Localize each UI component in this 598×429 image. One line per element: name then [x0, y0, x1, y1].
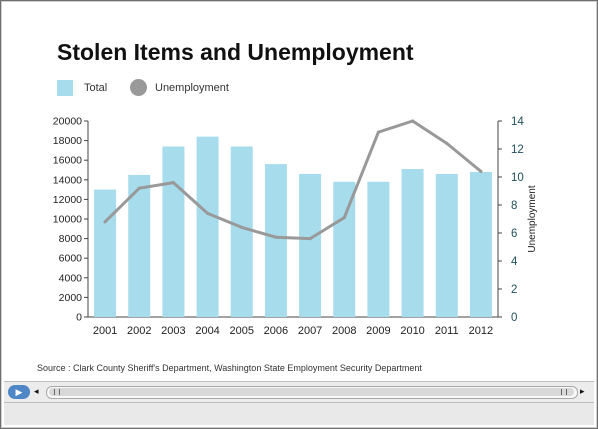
- legend-swatch-total: [57, 80, 73, 96]
- bar-total-2011: [435, 173, 458, 317]
- point-unemployment-2006: [274, 235, 278, 239]
- play-button[interactable]: ▶: [8, 385, 30, 399]
- point-unemployment-2012: [479, 169, 483, 173]
- scroll-left-arrow-icon[interactable]: ◂: [34, 386, 39, 396]
- chart-plot: 0 2000 4000 6000 8000 10000 12000 14000 16000 180…: [53, 116, 538, 338]
- bar-total-2012: [469, 171, 492, 317]
- bar-total-2009: [367, 181, 390, 317]
- bar-total-2010: [401, 169, 424, 317]
- point-unemployment-2011: [445, 141, 449, 145]
- chart-source: Source : Clark County Sheriff's Departme…: [37, 363, 422, 373]
- y-right-axis-title: Unemployment: [527, 185, 538, 252]
- point-unemployment-2001: [103, 220, 107, 224]
- x-tick-label-2006: 2006: [264, 325, 288, 337]
- x-tick-label-2007: 2007: [298, 325, 322, 337]
- y-right-tick-label: 2: [511, 284, 517, 296]
- bar-total-2001: [94, 189, 117, 317]
- x-tick-label-2004: 2004: [195, 325, 219, 337]
- y-right-tick-label: 6: [511, 228, 517, 240]
- y-right-tick-label: 14: [511, 116, 524, 128]
- point-unemployment-2003: [171, 181, 176, 185]
- chart-title: Stolen Items and Unemployment: [57, 39, 414, 65]
- bar-total-2007: [299, 173, 322, 317]
- x-tick-label-2008: 2008: [332, 325, 356, 337]
- x-tick-label-2012: 2012: [469, 325, 493, 337]
- y-left-tick-label: 8000: [59, 233, 83, 245]
- point-unemployment-2005: [240, 225, 244, 229]
- x-tick-label-2002: 2002: [127, 325, 151, 337]
- y-left-tick-label: 2000: [59, 292, 83, 304]
- y-left-tick-label: 10000: [53, 214, 82, 226]
- legend-dot-unemployment: [130, 79, 147, 96]
- x-tick-label-2005: 2005: [230, 325, 254, 337]
- scroll-right-arrow-icon[interactable]: ▸: [580, 386, 585, 396]
- point-unemployment-2008: [342, 216, 346, 220]
- play-icon: ▶: [15, 387, 23, 397]
- y-right-tick-label: 4: [511, 256, 518, 268]
- point-unemployment-2009: [376, 130, 381, 134]
- footer-bar: [4, 403, 594, 425]
- bar-total-2004: [196, 136, 219, 317]
- point-unemployment-2007: [308, 237, 312, 241]
- y-right-tick-label: 12: [511, 144, 524, 156]
- x-tick-label-2011: 2011: [435, 325, 459, 337]
- y-right-tick-label: 0: [511, 312, 517, 324]
- bar-total-2003: [162, 146, 185, 317]
- y-left-tick-label: 14000: [53, 174, 82, 186]
- legend-label-unemployment: Unemployment: [155, 82, 229, 94]
- player-scrollbar-row: ▶ ◂ ▸: [4, 381, 594, 403]
- bar-total-2008: [333, 181, 356, 317]
- x-tick-label-2001: 2001: [93, 325, 117, 337]
- point-unemployment-2010: [410, 119, 415, 123]
- chart-stage: Stolen Items and Unemployment Total Unem…: [4, 4, 594, 376]
- y-left-tick-label: 20000: [53, 116, 82, 128]
- y-left-tick-label: 16000: [53, 155, 82, 167]
- bar-total-2002: [128, 174, 151, 317]
- y-right-tick-label: 10: [511, 172, 524, 184]
- point-unemployment-2002: [137, 186, 141, 190]
- line-unemployment: [104, 119, 482, 241]
- bar-total-2005: [230, 146, 253, 317]
- y-left-tick-label: 6000: [59, 253, 83, 265]
- y-left-tick-label: 12000: [53, 194, 82, 206]
- y-left-tick-label: 4000: [59, 272, 83, 284]
- x-tick-label-2010: 2010: [400, 325, 424, 337]
- thumb-grip-right-icon: [561, 389, 567, 395]
- scrollbar-track[interactable]: [46, 386, 578, 399]
- legend-label-total: Total: [84, 82, 108, 94]
- y-left-tick-label: 18000: [53, 135, 82, 147]
- scrollbar-thumb[interactable]: [49, 388, 574, 396]
- point-unemployment-2004: [205, 211, 210, 215]
- x-tick-label-2009: 2009: [366, 325, 390, 337]
- bar-total-2006: [264, 164, 287, 317]
- y-right-tick-label: 8: [511, 200, 517, 212]
- x-tick-label-2003: 2003: [161, 325, 185, 337]
- y-left-tick-label: 0: [76, 312, 82, 324]
- thumb-grip-left-icon: [54, 389, 60, 395]
